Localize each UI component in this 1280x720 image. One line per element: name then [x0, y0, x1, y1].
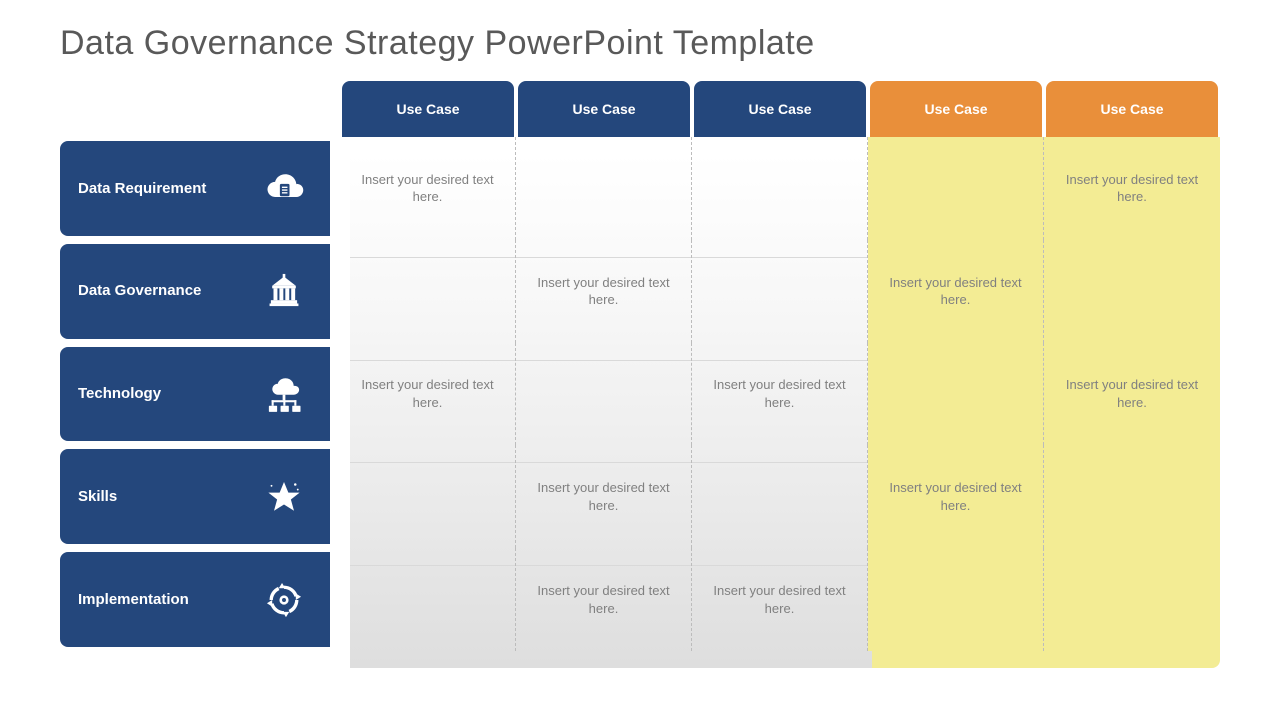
cell-r4c5	[1044, 445, 1220, 548]
cell-r4c4: Insert your desired text here.	[868, 445, 1044, 548]
slide: Data Governance Strategy PowerPoint Temp…	[0, 0, 1280, 720]
cell-r3c5: Insert your desired text here.	[1044, 343, 1220, 446]
cell-r1c3	[692, 137, 868, 240]
cell-r4c2: Insert your desired text here.	[516, 445, 692, 548]
cell-r5c2: Insert your desired text here.	[516, 548, 692, 651]
page-title: Data Governance Strategy PowerPoint Temp…	[60, 24, 1220, 63]
star-icon	[260, 473, 308, 521]
cell-r2c3	[692, 240, 868, 343]
cloud-doc-icon	[260, 164, 308, 212]
row-label: Skills	[78, 487, 117, 507]
cell-r5c4	[868, 548, 1044, 651]
col-header-4: Use Case	[870, 81, 1042, 137]
cell-r1c5: Insert your desired text here.	[1044, 137, 1220, 240]
row-label: Data Governance	[78, 281, 201, 301]
cell-r5c5	[1044, 548, 1220, 651]
cell-r3c3: Insert your desired text here.	[692, 343, 868, 446]
cell-r2c1	[340, 240, 516, 343]
cell-r4c1	[340, 445, 516, 548]
cloud-network-icon	[260, 370, 308, 418]
building-icon	[260, 267, 308, 315]
matrix-corner	[60, 81, 340, 137]
cycle-gear-icon	[260, 576, 308, 624]
cell-r1c1: Insert your desired text here.	[340, 137, 516, 240]
col-header-3: Use Case	[694, 81, 866, 137]
cell-r1c4	[868, 137, 1044, 240]
col-header-2: Use Case	[518, 81, 690, 137]
row-label: Data Requirement	[78, 179, 206, 199]
row-header-data-requirement: Data Requirement	[60, 141, 330, 236]
matrix: Use Case Use Case Use Case Use Case Use …	[60, 81, 1220, 651]
cell-r5c1	[340, 548, 516, 651]
row-label: Implementation	[78, 590, 189, 610]
row-label: Technology	[78, 384, 161, 404]
row-header-technology: Technology	[60, 347, 330, 442]
cell-r2c5	[1044, 240, 1220, 343]
row-header-data-governance: Data Governance	[60, 244, 330, 339]
col-header-1: Use Case	[342, 81, 514, 137]
col-header-5: Use Case	[1046, 81, 1218, 137]
cell-r5c3: Insert your desired text here.	[692, 548, 868, 651]
row-header-implementation: Implementation	[60, 552, 330, 647]
cell-r1c2	[516, 137, 692, 240]
cell-r2c2: Insert your desired text here.	[516, 240, 692, 343]
row-header-skills: Skills	[60, 449, 330, 544]
cell-r3c1: Insert your desired text here.	[340, 343, 516, 446]
cell-r3c4	[868, 343, 1044, 446]
cell-r4c3	[692, 445, 868, 548]
cell-r2c4: Insert your desired text here.	[868, 240, 1044, 343]
cell-r3c2	[516, 343, 692, 446]
